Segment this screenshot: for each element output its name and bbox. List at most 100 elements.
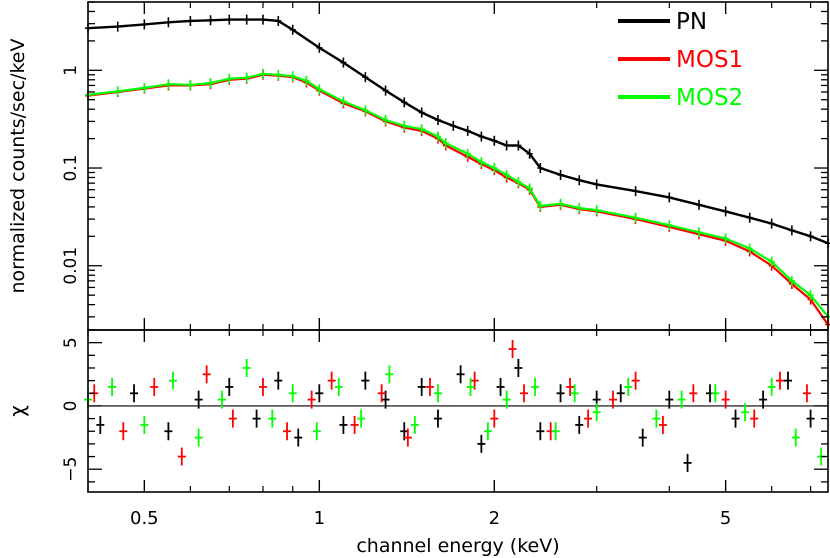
mos2-spectrum-point <box>362 105 369 116</box>
mos2-spectrum-point <box>316 84 323 95</box>
pn-spectrum-point <box>557 169 564 180</box>
pn-residual-point <box>806 409 815 428</box>
mos2-spectrum-point <box>503 169 510 180</box>
mos2-residual-point <box>502 390 511 409</box>
mos2-residual-point <box>242 358 251 377</box>
pn-residual-point <box>315 384 324 403</box>
mos2-spectrum-point <box>807 290 814 301</box>
x-tick-label: 2 <box>489 508 500 529</box>
pn-spectrum-point <box>526 148 533 159</box>
mos2-residual-point <box>140 415 149 434</box>
mos1-residual-point <box>658 415 667 434</box>
mos2-spectrum-point <box>340 96 347 107</box>
legend-entry-pn: PN <box>618 9 707 35</box>
mos2-residual-point <box>531 377 540 396</box>
x-tick-label: 5 <box>720 508 731 529</box>
mos2-spectrum-point <box>187 79 194 90</box>
mos2-spectrum-point <box>576 202 583 213</box>
mos2-spectrum-point <box>442 138 449 149</box>
mos2-residual-point <box>570 384 579 403</box>
mos2-residual-point <box>410 415 419 434</box>
mos2-spectrum-point <box>243 72 250 83</box>
mos2-residual-point <box>217 390 226 409</box>
mos1-residual-point <box>350 415 359 434</box>
legend: PN MOS1 MOS2 <box>618 9 743 111</box>
mos2-spectrum-point <box>141 82 148 93</box>
mos2-residual-point <box>483 422 492 441</box>
pn-residual-point <box>496 377 505 396</box>
mos1-residual-point <box>721 390 730 409</box>
mos2-residual-point <box>288 384 297 403</box>
pn-spectrum-point <box>722 206 729 217</box>
mos1-residual-point <box>119 422 128 441</box>
mos2-spectrum-point <box>746 243 753 254</box>
mos2-spectrum-point <box>289 71 296 82</box>
pn-spectrum-point <box>114 21 121 32</box>
pn-spectrum-point <box>593 179 600 190</box>
pn-spectrum-point <box>478 131 485 142</box>
mos1-residual-point <box>631 371 640 390</box>
pn-spectrum-point <box>464 125 471 136</box>
pn-spectrum-point <box>401 97 408 108</box>
mos1-residual-point <box>258 377 267 396</box>
resid-tick-label: 0 <box>61 401 81 412</box>
mos1-residual-point <box>425 377 434 396</box>
pn-spectrum-point <box>382 85 389 96</box>
mos2-residual-point <box>312 422 321 441</box>
mos2-spectrum-point <box>526 183 533 194</box>
mos2-residual-point <box>385 365 394 384</box>
mos2-residual-point <box>624 377 633 396</box>
pn-residual-point <box>433 409 442 428</box>
mos1-residual-point <box>750 409 759 428</box>
pn-residual-point <box>477 434 486 453</box>
mos1-residual-point <box>490 409 499 428</box>
pn-spectrum-point <box>316 42 323 53</box>
mos1-residual-point <box>802 384 811 403</box>
mos1-residual-point <box>228 409 237 428</box>
mos2-residual-point <box>652 409 661 428</box>
pn-spectrum-point <box>165 17 172 28</box>
mos1-residual-point <box>327 371 336 390</box>
mos2-residual-point <box>334 377 343 396</box>
pn-residual-point <box>194 390 203 409</box>
y-tick-label: 1 <box>61 65 81 76</box>
mos2-spectrum-point <box>114 86 121 97</box>
pn-residual-point <box>130 384 139 403</box>
pn-residual-point <box>456 365 465 384</box>
y-tick-label: 0.1 <box>61 154 81 181</box>
mos2-residual-point <box>168 371 177 390</box>
pn-residual-point <box>536 422 545 441</box>
pn-spectrum-point <box>537 163 544 174</box>
mos2-spectrum-point <box>382 115 389 126</box>
mos2-residual-point <box>268 409 277 428</box>
pn-residual-point <box>575 415 584 434</box>
pn-spectrum-point <box>768 218 775 229</box>
mos2-spectrum-point <box>226 73 233 84</box>
pn-residual-point <box>514 358 523 377</box>
mos2-residual-point <box>194 428 203 447</box>
mos1-residual-point <box>377 384 386 403</box>
legend-entry-mos1: MOS1 <box>618 47 743 73</box>
x-tick-label: 1 <box>314 508 325 529</box>
mos2-spectrum-point <box>788 275 795 286</box>
mos2-spectrum-point <box>537 200 544 211</box>
mos2-spectrum-point <box>768 256 775 267</box>
pn-spectrum-point <box>807 231 814 242</box>
pn-residual-point <box>164 422 173 441</box>
y-axis-label: normalized counts/sec/keV <box>7 39 29 294</box>
mos1-spectrum-line <box>87 73 829 326</box>
pn-spectrum-point <box>226 14 233 25</box>
pn-spectrum-point <box>450 120 457 131</box>
residual-frame <box>87 329 829 493</box>
pn-spectrum-point <box>632 186 639 197</box>
x-axis-label: channel energy (keV) <box>356 535 559 557</box>
mos1-residual-point <box>150 377 159 396</box>
pn-residual-point <box>225 377 234 396</box>
resid-tick-label: 5 <box>61 337 81 348</box>
mos2-spectrum-point <box>593 205 600 216</box>
mos1-residual-point <box>470 371 479 390</box>
mos2-spectrum-point <box>165 79 172 90</box>
pn-residual-point <box>616 384 625 403</box>
mos2-spectrum-point <box>434 131 441 142</box>
pn-spectrum-point <box>418 107 425 118</box>
